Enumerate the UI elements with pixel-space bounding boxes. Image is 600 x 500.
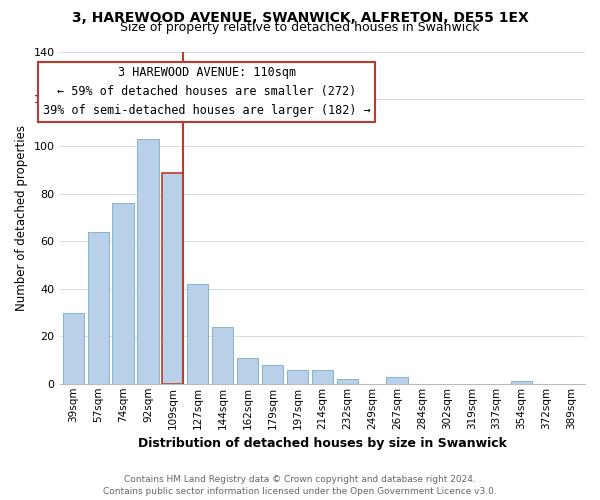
Bar (511, 382, 532, 384)
Text: 3, HAREWOOD AVENUE, SWANWICK, ALFRETON, DE55 1EX: 3, HAREWOOD AVENUE, SWANWICK, ALFRETON, … (71, 11, 529, 25)
Bar (137, 140, 158, 384)
Bar (337, 379, 358, 384)
Bar (386, 376, 407, 384)
Text: Contains HM Land Registry data © Crown copyright and database right 2024.
Contai: Contains HM Land Registry data © Crown c… (103, 474, 497, 496)
Bar (287, 370, 308, 384)
X-axis label: Distribution of detached houses by size in Swanwick: Distribution of detached houses by size … (138, 437, 507, 450)
Text: 3 HAREWOOD AVENUE: 110sqm
← 59% of detached houses are smaller (272)
39% of semi: 3 HAREWOOD AVENUE: 110sqm ← 59% of detac… (43, 66, 371, 118)
Bar (262, 365, 283, 384)
Text: Size of property relative to detached houses in Swanwick: Size of property relative to detached ho… (120, 22, 480, 35)
Bar (62, 312, 84, 384)
Bar (162, 172, 184, 384)
Bar (311, 370, 333, 384)
Y-axis label: Number of detached properties: Number of detached properties (15, 124, 28, 310)
Bar (187, 284, 208, 384)
Bar (88, 232, 109, 384)
Bar (112, 204, 134, 384)
Bar (212, 327, 233, 384)
Bar (237, 358, 258, 384)
